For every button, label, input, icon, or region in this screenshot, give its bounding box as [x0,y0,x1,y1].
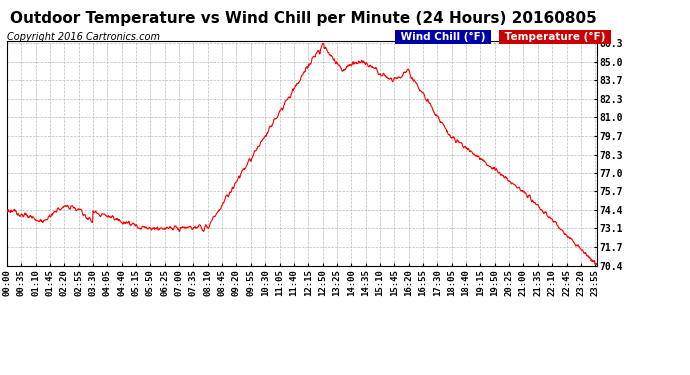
Text: Temperature (°F): Temperature (°F) [501,32,609,42]
Text: Outdoor Temperature vs Wind Chill per Minute (24 Hours) 20160805: Outdoor Temperature vs Wind Chill per Mi… [10,11,597,26]
Text: Copyright 2016 Cartronics.com: Copyright 2016 Cartronics.com [7,32,160,42]
Text: Wind Chill (°F): Wind Chill (°F) [397,32,489,42]
